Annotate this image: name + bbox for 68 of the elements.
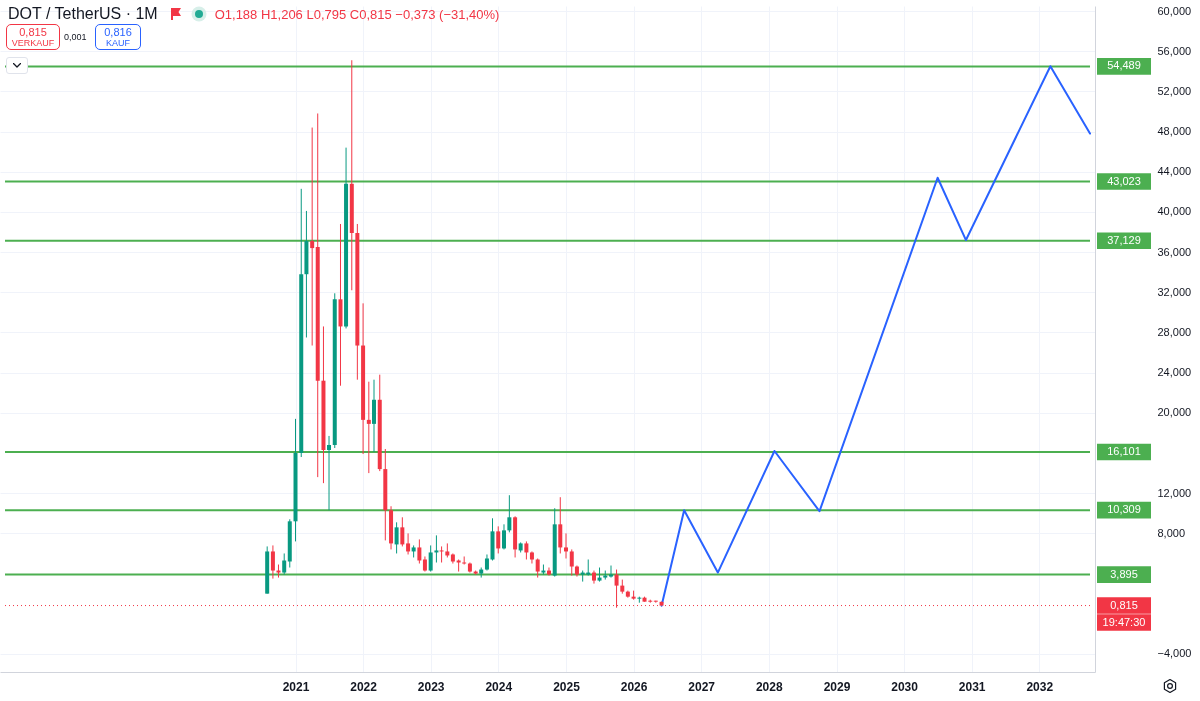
annotation: 0,816 xyxy=(103,26,133,38)
y-tick-label: 36,000 xyxy=(1157,245,1192,258)
candlestick xyxy=(310,127,315,347)
candlestick xyxy=(535,557,540,579)
candlestick xyxy=(462,555,467,566)
x-tick-label: 2025 xyxy=(553,679,581,694)
y-tick-label: −4,000 xyxy=(1157,647,1192,660)
line-series xyxy=(660,65,1091,607)
candlestick xyxy=(496,525,501,554)
ref-line-label: 43,023 xyxy=(1107,174,1141,187)
y-tick-label: 12,000 xyxy=(1157,486,1192,499)
x-tick-label: 2031 xyxy=(958,679,986,694)
x-tick-label: 2032 xyxy=(1026,679,1054,694)
candlestick xyxy=(282,552,287,576)
candlestick xyxy=(564,532,569,559)
y-tick-label: 48,000 xyxy=(1157,125,1192,138)
ref-line-label: 0,815 xyxy=(1110,598,1138,611)
candlestick xyxy=(270,544,275,580)
candlestick xyxy=(417,538,422,565)
chart-title: DOT / TetherUS · 1M xyxy=(8,5,158,23)
buy-button: 0,816 KAUF xyxy=(95,24,141,50)
x-tick-label: 2027 xyxy=(688,679,716,694)
y-tick-label: 8,000 xyxy=(1157,526,1186,539)
annotation: KAUF xyxy=(105,38,131,49)
candlestick xyxy=(394,521,399,554)
candlestick xyxy=(400,516,405,547)
candlestick xyxy=(428,544,433,573)
x-tick-label: 2024 xyxy=(485,679,513,694)
candlestick xyxy=(529,550,534,565)
y-tick-label: 20,000 xyxy=(1157,406,1192,419)
ref-line-label: 3,895 xyxy=(1110,567,1138,580)
x-tick-label: 2021 xyxy=(282,679,310,694)
ref-line-label: 54,489 xyxy=(1107,59,1141,72)
ref-line-label: 10,309 xyxy=(1107,503,1141,516)
y-tick-label: 52,000 xyxy=(1157,84,1192,97)
candlestick xyxy=(327,435,332,511)
chart-subtitle: O1,188 H1,206 L0,795 C0,815 −0,373 (−31,40%) xyxy=(214,6,500,22)
y-tick-label: 32,000 xyxy=(1157,285,1192,298)
ref-line-label: 37,129 xyxy=(1107,233,1141,246)
ref-line-label: 16,101 xyxy=(1107,445,1141,457)
x-tick-label: 2030 xyxy=(891,679,919,694)
candlestick xyxy=(366,381,371,474)
x-tick-label: 2026 xyxy=(620,679,648,694)
y-tick-label: 44,000 xyxy=(1157,165,1192,178)
candlestick xyxy=(507,494,512,533)
candlestick xyxy=(558,496,563,554)
x-tick-label: 2022 xyxy=(350,679,378,694)
candlestick xyxy=(569,548,574,577)
candlestick xyxy=(524,540,529,560)
text: 19:47:30 xyxy=(1102,615,1146,628)
sell-button: 0,815 VERKAUF xyxy=(6,24,60,50)
y-tick-label: 56,000 xyxy=(1157,44,1192,57)
y-tick-label: 28,000 xyxy=(1157,325,1192,338)
candlestick xyxy=(501,523,506,550)
candlestick xyxy=(439,545,444,564)
y-tick-label: 24,000 xyxy=(1157,366,1192,379)
y-tick-label: 40,000 xyxy=(1157,205,1192,218)
candlestick xyxy=(406,532,411,555)
candlestick xyxy=(434,534,439,564)
x-tick-label: 2028 xyxy=(755,679,783,694)
candlestick xyxy=(609,565,614,579)
annotation: 0,815 xyxy=(18,26,48,38)
y-tick-label: 60,000 xyxy=(1157,4,1192,17)
x-tick-label: 2023 xyxy=(417,679,445,694)
annotation: 0,001 xyxy=(64,32,87,42)
annotation: VERKAUF xyxy=(10,38,56,49)
x-tick-label: 2029 xyxy=(823,679,851,694)
candlestick xyxy=(546,567,551,577)
